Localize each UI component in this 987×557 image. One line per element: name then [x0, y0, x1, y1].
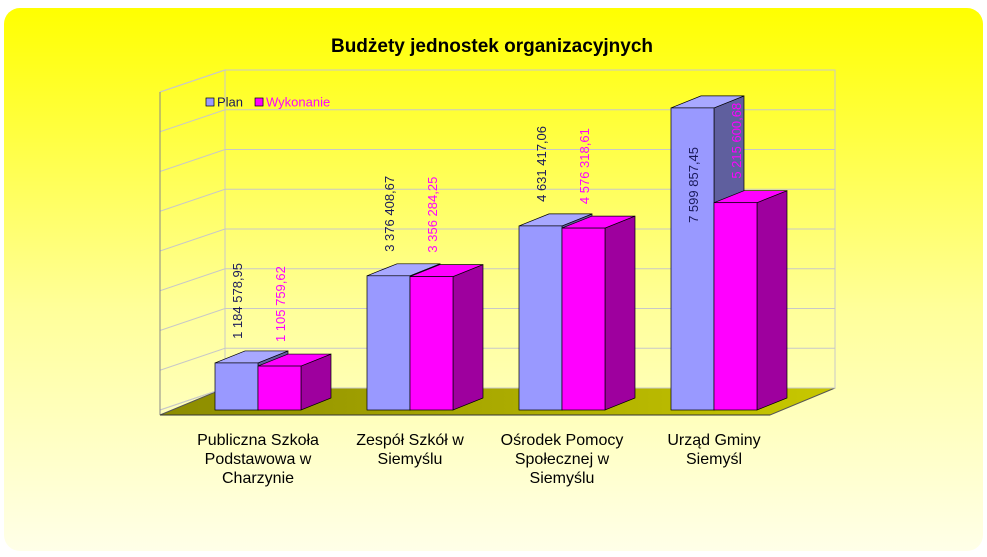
- x-tick-label: Publiczna Szkoła Podstawowa w Charzynie: [197, 432, 319, 487]
- bar: [257, 353, 332, 411]
- bar: [713, 190, 788, 411]
- value-label: 4 576 318,61: [577, 128, 592, 204]
- bar-front: [670, 107, 715, 411]
- bar-front: [518, 225, 563, 411]
- bar-front: [366, 275, 411, 411]
- value-label: 3 376 408,67: [382, 176, 397, 252]
- value-label: 1 105 759,62: [273, 266, 288, 342]
- chart-title: Budżety jednostek organizacyjnych: [331, 36, 653, 57]
- grid-line: [159, 149, 835, 172]
- legend-label: Wykonanie: [266, 94, 330, 109]
- value-label: 3 356 284,25: [425, 177, 440, 253]
- x-tick-label: Urząd Gminy Siemyśl: [667, 432, 761, 468]
- bar-front: [214, 362, 259, 411]
- bar-front: [713, 202, 758, 411]
- bar-side: [604, 215, 636, 411]
- bar: [561, 215, 636, 411]
- legend-label: Plan: [217, 94, 243, 109]
- value-label: 4 631 417,06: [534, 126, 549, 202]
- bar: [409, 264, 484, 411]
- bar-side: [452, 264, 484, 411]
- value-label: 7 599 857,45: [686, 147, 701, 223]
- bar-front: [561, 227, 606, 411]
- bar-front: [257, 365, 302, 411]
- legend-swatch: [254, 97, 264, 107]
- value-label: 1 184 578,95: [230, 263, 245, 339]
- x-tick-label: Ośrodek Pomocy Społecznej w Siemyślu: [500, 432, 624, 487]
- bar-side: [756, 190, 788, 411]
- value-label: 5 215 600,68: [729, 103, 744, 179]
- grid-line: [159, 69, 835, 93]
- legend-swatch: [205, 97, 215, 107]
- x-tick-label: Zespół Szkół w Siemyślu: [356, 432, 464, 468]
- grid-line: [159, 109, 835, 133]
- grid-line: [159, 188, 835, 212]
- bar-front: [409, 276, 454, 411]
